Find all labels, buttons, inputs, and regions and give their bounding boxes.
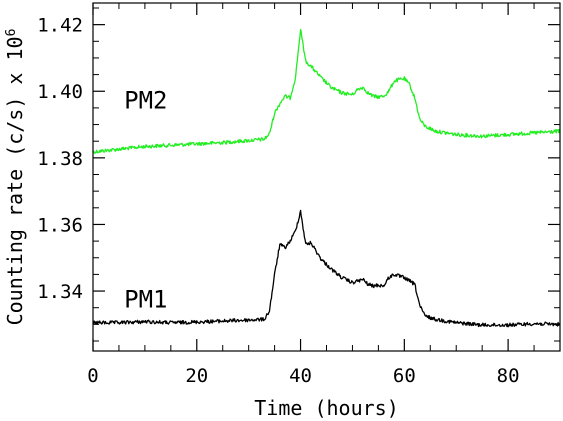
x-tick-label: 40 xyxy=(289,365,312,387)
y-tick-label: 1.42 xyxy=(37,15,83,37)
series-line-pm2 xyxy=(92,28,561,155)
y-axis-title-text: Counting rate (c/s) x 10 xyxy=(3,36,27,325)
x-tick-label: 60 xyxy=(393,365,416,387)
series-label-pm1: PM1 xyxy=(124,286,167,314)
y-axis-title-group: Counting rate (c/s) x 106 xyxy=(3,29,27,326)
series-line-pm1 xyxy=(92,209,561,328)
y-axis-title-exponent: 6 xyxy=(4,29,19,37)
y-tick-label: 1.36 xyxy=(37,214,83,236)
y-axis-title: Counting rate (c/s) x 106 xyxy=(3,29,27,326)
x-tick-label: 0 xyxy=(87,365,98,387)
series-label-pm2: PM2 xyxy=(124,87,167,115)
x-tick-label: 20 xyxy=(185,365,208,387)
axis-tick-labels: 0 20 40 60 80 1.34 1.36 1.38 1.40 1.42 xyxy=(37,15,519,387)
y-tick-label: 1.40 xyxy=(37,81,83,103)
y-tick-label: 1.34 xyxy=(37,281,83,303)
x-tick-label: 80 xyxy=(497,365,520,387)
y-tick-label: 1.38 xyxy=(37,148,83,170)
axis-ticks xyxy=(92,3,561,351)
series-lines xyxy=(92,28,561,328)
series-annotations: PM2 PM1 xyxy=(124,87,167,314)
x-axis-title: Time (hours) xyxy=(254,396,399,420)
